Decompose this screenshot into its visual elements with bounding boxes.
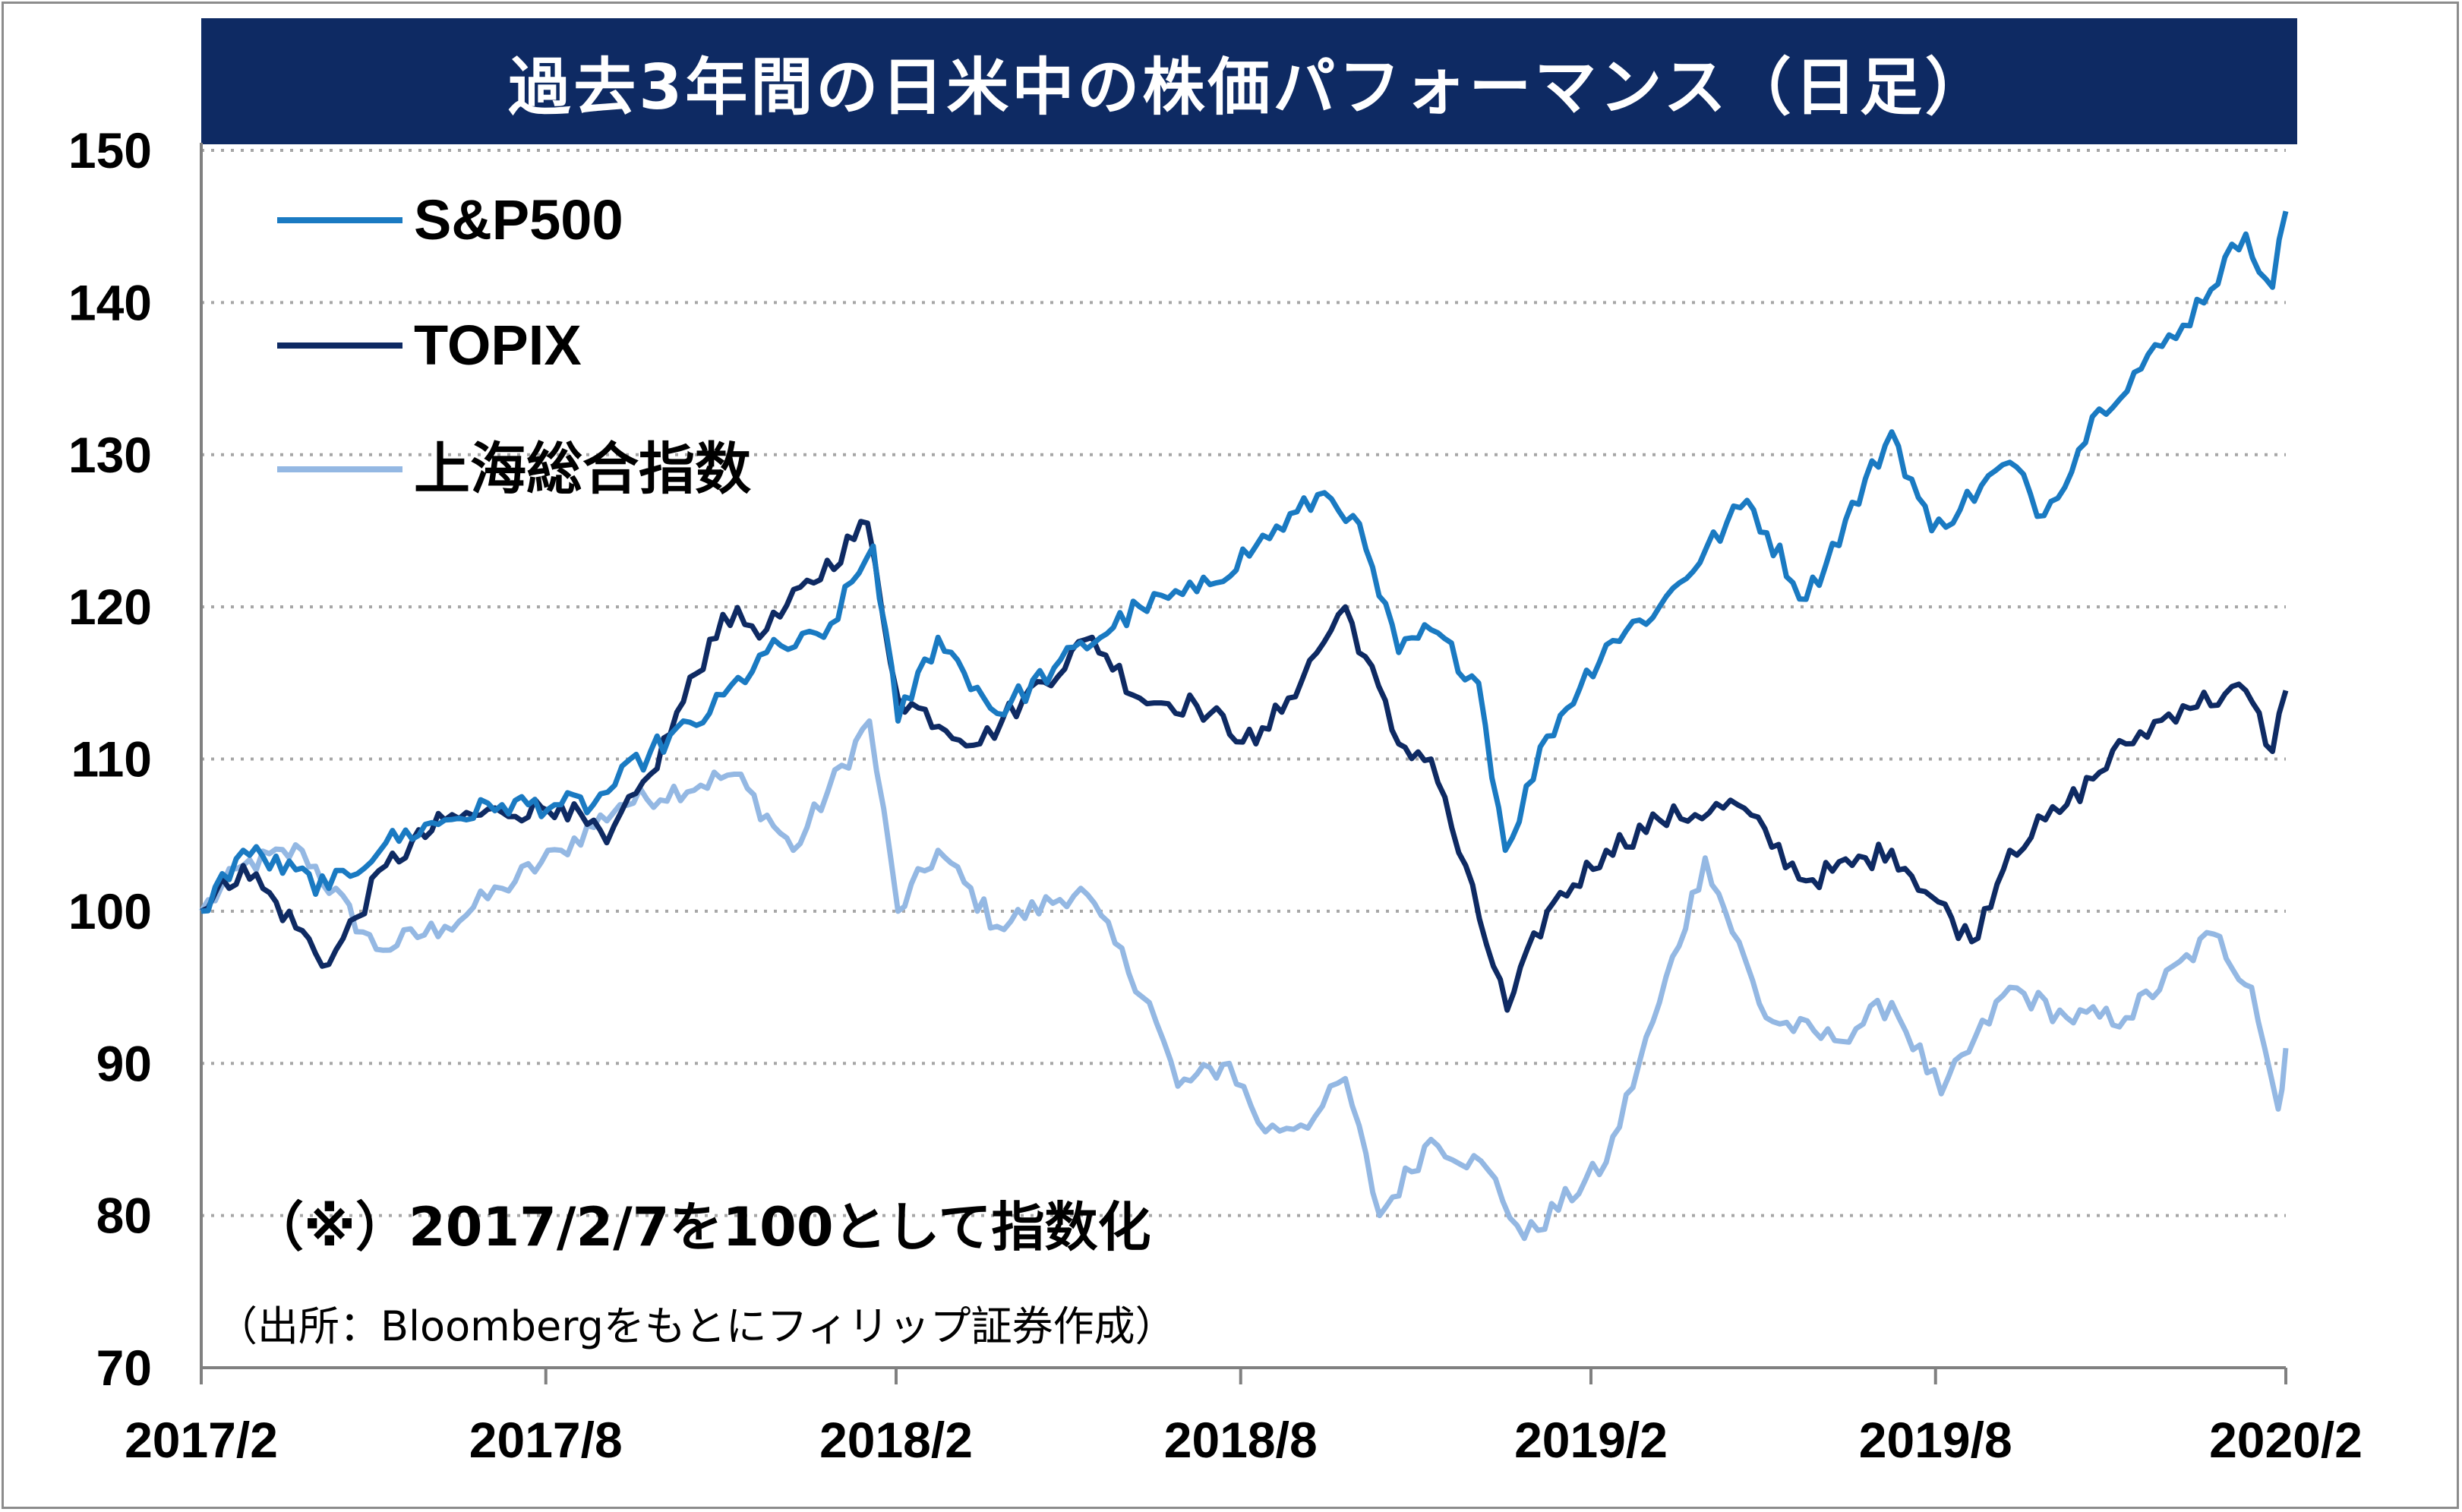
axes [200, 143, 2287, 1384]
y-tick-label: 150 [68, 122, 152, 178]
series-line-2 [199, 718, 2289, 1242]
series-line-1 [200, 519, 2289, 1013]
x-tick-label: 2017/2 [125, 1412, 278, 1468]
x-tick-labels: 2017/2 2017/8 2018/2 2018/8 2019/2 2019/8 2020… [125, 1412, 2363, 1468]
grid-lines [201, 149, 2286, 1217]
chart-title: 過去3年間の日米中の株価パフォーマンス（日足） [508, 51, 1990, 124]
y-tick-label: 110 [71, 731, 152, 788]
y-tick-label: 130 [68, 427, 152, 483]
legend-label: TOPIX [414, 314, 582, 377]
x-tick-label: 2018/2 [819, 1412, 973, 1468]
y-tick-labels: 150 140 130 120 110 100 90 80 70 [68, 122, 152, 1396]
legend-label: S&P500 [414, 188, 623, 251]
legend: S&P500 TOPIX 上海総合指数 [277, 188, 751, 502]
chart-title-bar: 過去3年間の日米中の株価パフォーマンス（日足） [201, 18, 2297, 144]
x-tick-label: 2018/8 [1164, 1412, 1318, 1468]
y-tick-label: 80 [96, 1188, 152, 1244]
y-tick-label: 120 [68, 579, 152, 635]
y-tick-label: 100 [68, 883, 152, 939]
x-tick-label: 2020/2 [2209, 1412, 2363, 1468]
y-tick-label: 70 [96, 1340, 152, 1396]
y-tick-label: 140 [68, 274, 152, 330]
series-line-0 [200, 210, 2289, 914]
x-tick-label: 2019/2 [1514, 1412, 1668, 1468]
series-lines [199, 210, 2289, 1242]
y-tick-label: 90 [96, 1035, 152, 1091]
legend-label: 上海総合指数 [414, 437, 751, 502]
chart-annotation: （※）2017/2/7を100として指数化 [251, 1196, 1151, 1258]
x-tick-label: 2019/8 [1859, 1412, 2012, 1468]
source-note: （出所：Bloombergをもとにフィリップ証券作成） [216, 1302, 1176, 1350]
x-tick-label: 2017/8 [469, 1412, 623, 1468]
